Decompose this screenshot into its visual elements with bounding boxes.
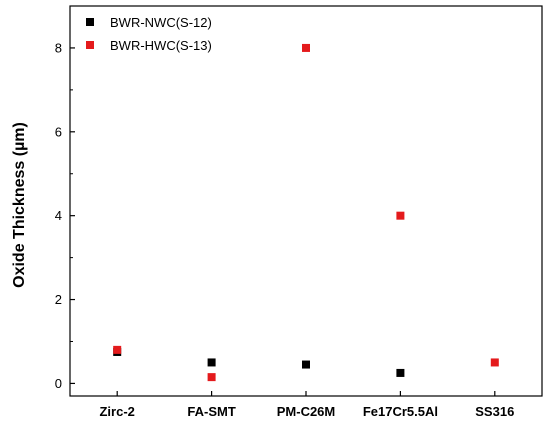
- data-point-series-2: [113, 345, 122, 354]
- y-tick-label: 4: [55, 208, 62, 223]
- x-tick-label: SS316: [475, 404, 514, 419]
- y-tick-label: 8: [55, 40, 62, 55]
- data-points: [113, 43, 499, 382]
- y-tick-label: 6: [55, 124, 62, 139]
- data-point-series-2: [302, 43, 310, 52]
- data-point-series-2: [207, 373, 216, 382]
- x-tick-label: PM-C26M: [277, 404, 336, 419]
- data-point-series-1: [207, 358, 216, 367]
- x-tick-label: Fe17Cr5.5Al: [363, 404, 438, 419]
- y-tick-label: 2: [55, 292, 62, 307]
- data-point-series-2: [396, 211, 405, 220]
- x-tick-label: Zirc-2: [99, 404, 134, 419]
- plot-frame: [69, 5, 543, 397]
- legend-label: BWR-NWC(S-12): [110, 15, 212, 30]
- legend-marker: [86, 18, 94, 26]
- data-point-series-1: [396, 368, 405, 377]
- legend-marker: [86, 41, 94, 49]
- x-axis: Zirc-2 FA-SMT PM-C26M Fe17Cr5.5Al SS316: [99, 391, 514, 419]
- x-tick-label: FA-SMT: [187, 404, 235, 419]
- legend: BWR-NWC(S-12) BWR-HWC(S-13): [86, 15, 212, 53]
- legend-label: BWR-HWC(S-13): [110, 38, 212, 53]
- y-tick-label: 0: [55, 376, 62, 391]
- data-point-series-2: [490, 358, 499, 367]
- y-axis: 0 2 4 6 8: [55, 40, 75, 391]
- data-point-series-1: [302, 360, 310, 369]
- y-axis-label: Oxide Thickness (µm): [11, 122, 28, 288]
